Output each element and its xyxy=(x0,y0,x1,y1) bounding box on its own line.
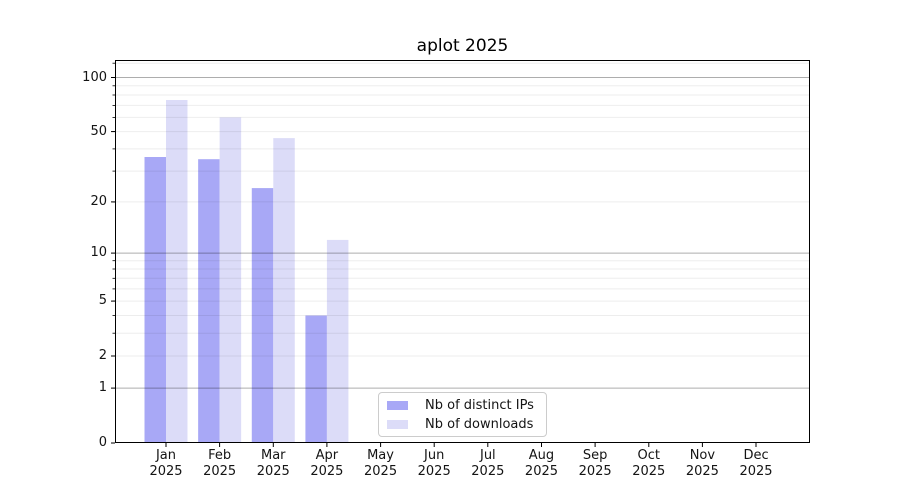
legend-swatch-distinct-ips xyxy=(387,400,408,410)
bar-downloads-mar xyxy=(273,138,295,443)
bar-downloads-jan xyxy=(166,100,188,443)
y-tick-label-20: 20 xyxy=(90,193,107,209)
x-tick-month: Oct xyxy=(637,448,660,463)
x-tick-month: Feb xyxy=(208,448,232,463)
x-tick-month: Sep xyxy=(582,448,608,463)
x-tick-label-feb: Feb 2025 xyxy=(188,448,252,480)
x-tick-month: Jul xyxy=(479,448,496,463)
y-tick-label-10: 10 xyxy=(90,245,107,261)
x-tick-label-nov: Nov 2025 xyxy=(670,448,734,480)
bar-downloads-feb xyxy=(219,117,242,444)
x-tick-label-jul: Jul 2025 xyxy=(456,448,520,480)
bar-downloads-apr xyxy=(326,239,349,443)
legend-swatch-downloads xyxy=(387,419,408,429)
y-tick-label-5: 5 xyxy=(98,293,107,309)
x-tick-year: 2025 xyxy=(417,464,451,479)
legend-entry-downloads: Nb of downloads xyxy=(387,416,538,432)
y-tick-label-2: 2 xyxy=(98,347,107,363)
x-tick-year: 2025 xyxy=(471,464,505,479)
x-tick-year: 2025 xyxy=(578,464,612,479)
x-tick-month: Apr xyxy=(315,448,339,463)
x-tick-year: 2025 xyxy=(149,464,183,479)
x-tick-year: 2025 xyxy=(310,464,344,479)
x-tick-year: 2025 xyxy=(632,464,666,479)
legend-box: Nb of distinct IPs Nb of downloads xyxy=(378,392,547,437)
legend-entry-distinct-ips: Nb of distinct IPs xyxy=(387,397,538,413)
x-tick-month: Jun xyxy=(424,448,445,463)
x-tick-month: Mar xyxy=(261,448,286,463)
x-tick-label-sep: Sep 2025 xyxy=(563,448,627,480)
x-tick-year: 2025 xyxy=(364,464,398,479)
x-tick-label-mar: Mar 2025 xyxy=(241,448,305,480)
x-tick-label-dec: Dec 2025 xyxy=(724,448,788,480)
bar-distinct-ips-mar xyxy=(251,188,274,443)
x-tick-label-oct: Oct 2025 xyxy=(617,448,681,480)
legend-label-downloads: Nb of downloads xyxy=(425,416,534,432)
x-tick-label-apr: Apr 2025 xyxy=(295,448,359,480)
legend-label-distinct-ips: Nb of distinct IPs xyxy=(425,397,534,413)
x-tick-month: Jan xyxy=(155,448,177,463)
x-tick-label-jun: Jun 2025 xyxy=(402,448,466,480)
x-tick-year: 2025 xyxy=(256,464,290,479)
y-tick-label-100: 100 xyxy=(82,69,107,85)
x-tick-label-may: May 2025 xyxy=(349,448,413,480)
x-tick-month: May xyxy=(367,448,394,463)
x-tick-month: Nov xyxy=(689,448,716,463)
x-tick-month: Dec xyxy=(743,448,769,463)
x-tick-year: 2025 xyxy=(203,464,237,479)
x-tick-label-jan: Jan 2025 xyxy=(134,448,198,480)
bar-distinct-ips-apr xyxy=(305,315,327,443)
x-tick-label-aug: Aug 2025 xyxy=(509,448,573,480)
x-tick-year: 2025 xyxy=(524,464,559,479)
y-tick-label-1: 1 xyxy=(98,380,107,396)
chart-title: aplot 2025 xyxy=(416,36,509,56)
bar-distinct-ips-jan xyxy=(144,157,166,443)
bar-distinct-ips-feb xyxy=(198,159,220,443)
x-tick-year: 2025 xyxy=(685,464,719,479)
x-tick-year: 2025 xyxy=(739,464,773,479)
y-tick-label-50: 50 xyxy=(90,123,107,139)
x-tick-month: Aug xyxy=(528,448,555,463)
y-tick-label-0: 0 xyxy=(98,435,107,450)
plot-border xyxy=(115,60,810,443)
